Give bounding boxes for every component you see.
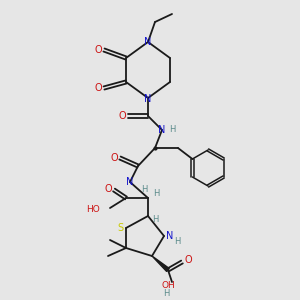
Text: H: H <box>169 125 175 134</box>
Text: H: H <box>141 185 147 194</box>
Text: HO: HO <box>86 206 100 214</box>
Text: H: H <box>153 190 159 199</box>
Text: H: H <box>163 290 169 298</box>
Text: N: N <box>158 125 166 135</box>
Text: O: O <box>94 83 102 93</box>
Text: O: O <box>110 153 118 163</box>
Text: H: H <box>152 215 158 224</box>
Text: S: S <box>117 223 123 233</box>
Text: O: O <box>94 45 102 55</box>
Text: N: N <box>126 177 134 187</box>
Text: N: N <box>144 37 152 47</box>
Text: O: O <box>184 255 192 265</box>
Text: O: O <box>104 184 112 194</box>
Polygon shape <box>152 256 169 272</box>
Text: O: O <box>118 111 126 121</box>
Text: H: H <box>174 236 180 245</box>
Text: N: N <box>144 94 152 104</box>
Text: N: N <box>166 231 174 241</box>
Text: OH: OH <box>161 281 175 290</box>
